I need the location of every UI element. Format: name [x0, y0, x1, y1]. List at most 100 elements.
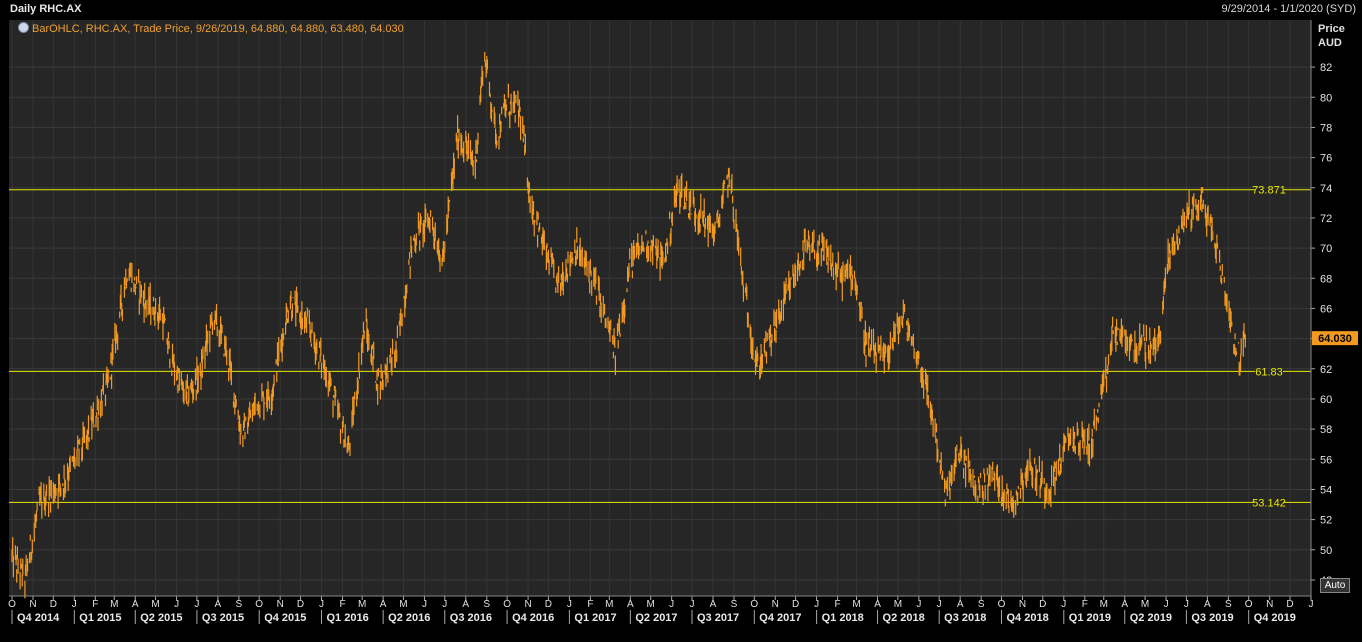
x-month-label: D: [792, 599, 799, 610]
x-month-label: M: [399, 599, 407, 610]
x-month-label: J: [937, 599, 942, 610]
auto-scale-button[interactable]: Auto: [1320, 578, 1350, 593]
x-month-label: J: [669, 599, 674, 610]
x-month-label: N: [772, 599, 779, 610]
x-month-label: M: [605, 599, 613, 610]
x-month-label: O: [255, 599, 263, 610]
x-quarter-label: Q1 2016: [327, 612, 369, 624]
x-month-label: O: [750, 599, 758, 610]
x-month-label: A: [710, 599, 717, 610]
x-month-label: S: [731, 599, 738, 610]
x-month-label: J: [1184, 599, 1189, 610]
x-month-label: D: [545, 599, 552, 610]
y-axis-label: Price AUD: [1318, 22, 1345, 50]
x-quarter-label: Q2 2019: [1130, 612, 1172, 624]
x-month-label: F: [587, 599, 593, 610]
y-tick-label: 80: [1320, 92, 1332, 104]
x-quarter-label: Q3 2018: [944, 612, 986, 624]
x-month-label: M: [358, 599, 366, 610]
reference-line-label: 61.83: [1255, 366, 1283, 378]
x-month-label: J: [1309, 599, 1314, 610]
y-tick-label: 70: [1320, 243, 1332, 255]
y-tick-label: 66: [1320, 303, 1332, 315]
x-month-label: M: [110, 599, 118, 610]
x-quarter-label: Q1 2015: [79, 612, 121, 624]
x-month-label: A: [215, 599, 222, 610]
x-month-label: A: [957, 599, 964, 610]
x-quarter-label: Q2 2017: [635, 612, 677, 624]
series-settings-icon[interactable]: [18, 22, 29, 33]
x-month-label: D: [1039, 599, 1046, 610]
x-month-label: M: [894, 599, 902, 610]
x-month-label: D: [50, 599, 57, 610]
x-month-label: M: [646, 599, 654, 610]
legend-text: BarOHLC, RHC.AX, Trade Price, 9/26/2019,…: [32, 23, 404, 35]
x-month-label: A: [462, 599, 469, 610]
x-month-label: O: [8, 599, 16, 610]
last-price-label: 64.030: [1318, 333, 1352, 345]
x-month-label: N: [29, 599, 36, 610]
x-month-label: M: [1100, 599, 1108, 610]
x-month-label: D: [1286, 599, 1293, 610]
x-month-label: A: [1121, 599, 1128, 610]
y-tick-label: 62: [1320, 364, 1332, 376]
x-quarter-label: Q2 2018: [883, 612, 925, 624]
chart-title: Daily RHC.AX: [10, 3, 82, 15]
y-axis-label-line2: AUD: [1318, 37, 1342, 49]
x-month-label: J: [1061, 599, 1066, 610]
x-month-label: O: [998, 599, 1006, 610]
y-tick-label: 50: [1320, 545, 1332, 557]
x-quarter-label: Q3 2019: [1191, 612, 1233, 624]
x-month-label: F: [835, 599, 841, 610]
x-month-label: J: [689, 599, 694, 610]
x-month-label: J: [916, 599, 921, 610]
x-month-label: J: [72, 599, 77, 610]
x-quarter-label: Q3 2017: [697, 612, 739, 624]
x-month-label: A: [1204, 599, 1211, 610]
x-month-label: J: [319, 599, 324, 610]
x-month-label: A: [627, 599, 634, 610]
reference-line-label: 73.871: [1252, 185, 1286, 197]
x-month-label: F: [339, 599, 345, 610]
x-month-label: J: [194, 599, 199, 610]
y-tick-label: 58: [1320, 424, 1332, 436]
x-quarter-label: Q1 2018: [822, 612, 864, 624]
x-month-label: S: [978, 599, 985, 610]
y-tick-label: 78: [1320, 122, 1332, 134]
x-quarter-label: Q2 2015: [140, 612, 182, 624]
x-quarter-label: Q4 2019: [1254, 612, 1296, 624]
x-month-label: F: [92, 599, 98, 610]
x-month-label: A: [132, 599, 139, 610]
x-quarter-label: Q2 2016: [388, 612, 430, 624]
y-tick-label: 60: [1320, 394, 1332, 406]
x-month-label: J: [174, 599, 179, 610]
x-month-label: M: [852, 599, 860, 610]
x-month-label: J: [442, 599, 447, 610]
x-month-label: A: [874, 599, 881, 610]
x-month-label: N: [1266, 599, 1273, 610]
x-month-label: S: [1225, 599, 1232, 610]
x-month-label: S: [236, 599, 243, 610]
x-month-label: N: [1019, 599, 1026, 610]
y-tick-label: 54: [1320, 484, 1332, 496]
series-legend[interactable]: BarOHLC, RHC.AX, Trade Price, 9/26/2019,…: [18, 22, 404, 35]
price-series: [11, 51, 1246, 599]
x-month-label: N: [524, 599, 531, 610]
y-tick-label: 68: [1320, 273, 1332, 285]
y-tick-label: 76: [1320, 153, 1332, 165]
x-month-label: N: [277, 599, 284, 610]
x-month-label: O: [503, 599, 511, 610]
last-price-badge: [1312, 331, 1358, 346]
x-quarter-label: Q4 2015: [264, 612, 306, 624]
x-month-label: J: [1164, 599, 1169, 610]
x-quarter-label: Q4 2018: [1006, 612, 1048, 624]
x-month-label: J: [567, 599, 572, 610]
x-quarter-label: Q1 2017: [574, 612, 616, 624]
date-range: 9/29/2014 - 1/1/2020 (SYD): [1221, 3, 1356, 15]
y-axis-label-line1: Price: [1318, 23, 1345, 35]
x-month-label: M: [151, 599, 159, 610]
y-tick-label: 82: [1320, 62, 1332, 74]
